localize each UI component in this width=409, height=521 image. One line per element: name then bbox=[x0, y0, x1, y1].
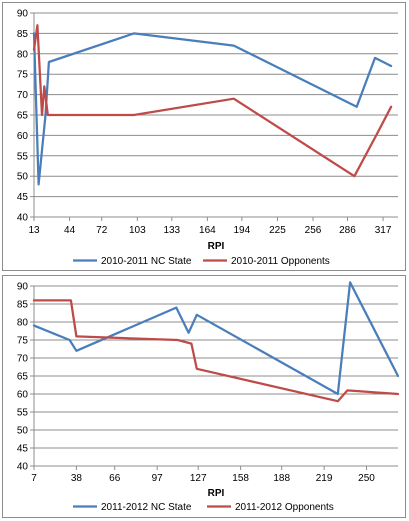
legend-label: 2010-2011 NC State bbox=[101, 256, 192, 267]
x-tick-label: 188 bbox=[273, 473, 290, 484]
x-tick-label: 7 bbox=[31, 473, 37, 484]
y-tick-label: 70 bbox=[17, 90, 29, 101]
x-tick-label: 97 bbox=[152, 473, 164, 484]
series-line-opponents bbox=[32, 24, 393, 178]
legend-label: 2010-2011 Opponents bbox=[231, 256, 330, 267]
y-tick-label: 85 bbox=[17, 300, 29, 311]
chart-2011-2012: 40 45 50 55 60 65 70 75 80 85 90 7 38 66 97 127 158 188 21… bbox=[2, 275, 406, 518]
x-tick-label: 286 bbox=[339, 225, 356, 236]
x-tick-label: 225 bbox=[269, 225, 286, 236]
series-line-nc-state bbox=[32, 32, 393, 186]
y-tick-label: 90 bbox=[17, 282, 29, 293]
y-tick-label: 40 bbox=[17, 462, 29, 473]
y-tick-label: 75 bbox=[17, 70, 29, 81]
y-tick-label: 80 bbox=[17, 318, 29, 329]
chart-svg-2011-2012: 40 45 50 55 60 65 70 75 80 85 90 7 38 66 97 127 158 188 21… bbox=[17, 281, 400, 513]
y-tick-label: 85 bbox=[17, 29, 29, 40]
y-tick-label: 80 bbox=[17, 49, 29, 60]
y-tick-label: 55 bbox=[17, 151, 29, 162]
x-tick-label: 250 bbox=[358, 473, 375, 484]
x-tick-label: 13 bbox=[28, 225, 40, 236]
y-tick-label: 90 bbox=[17, 9, 29, 20]
x-tick-label: 72 bbox=[96, 225, 108, 236]
y-tick-label: 50 bbox=[17, 426, 29, 437]
series-line-nc-state bbox=[32, 281, 400, 396]
x-tick-label: 133 bbox=[163, 225, 180, 236]
x-tick-label: 317 bbox=[375, 225, 392, 236]
y-tick-label: 45 bbox=[17, 192, 29, 203]
y-tick-label: 55 bbox=[17, 408, 29, 419]
legend-label: 2011-2012 NC State bbox=[101, 502, 192, 513]
chart-svg-2010-2011: 40 45 50 55 60 65 70 75 80 85 90 13 44 72 103 133 164 194… bbox=[17, 9, 398, 267]
x-tick-label: 44 bbox=[64, 225, 76, 236]
y-tick-label: 75 bbox=[17, 336, 29, 347]
x-tick-label: 38 bbox=[71, 473, 83, 484]
x-tick-label: 164 bbox=[199, 225, 216, 236]
y-tick-label: 60 bbox=[17, 390, 29, 401]
x-tick-label: 194 bbox=[233, 225, 250, 236]
y-tick-label: 65 bbox=[17, 372, 29, 383]
chart-2010-2011: 40 45 50 55 60 65 70 75 80 85 90 13 44 72 103 133 164 194… bbox=[2, 2, 406, 271]
y-tick-label: 45 bbox=[17, 444, 29, 455]
x-tick-label: 66 bbox=[109, 473, 121, 484]
y-tick-label: 65 bbox=[17, 111, 29, 122]
x-tick-label: 256 bbox=[305, 225, 322, 236]
x-tick-label: 127 bbox=[190, 473, 207, 484]
legend-label: 2011-2012 Opponents bbox=[235, 502, 334, 513]
x-tick-label: 158 bbox=[232, 473, 249, 484]
y-tick-label: 70 bbox=[17, 354, 29, 365]
y-tick-label: 50 bbox=[17, 172, 29, 183]
x-axis-title: RPI bbox=[208, 488, 225, 499]
x-axis-title: RPI bbox=[208, 241, 225, 252]
x-tick-label: 219 bbox=[316, 473, 333, 484]
y-tick-label: 60 bbox=[17, 131, 29, 142]
x-tick-label: 103 bbox=[129, 225, 146, 236]
y-tick-label: 40 bbox=[17, 213, 29, 224]
series-line-opponents bbox=[32, 299, 400, 403]
